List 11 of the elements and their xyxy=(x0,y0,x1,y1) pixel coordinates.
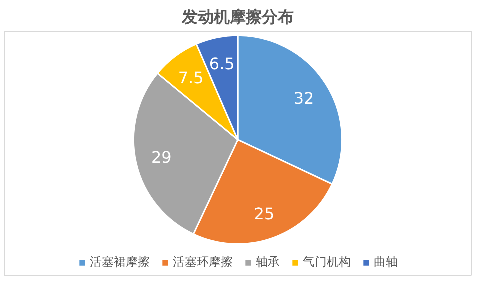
legend-label: 气门机构 xyxy=(303,254,351,271)
data-label: 25 xyxy=(254,204,275,224)
data-label: 6.5 xyxy=(209,54,235,74)
data-label: 7.5 xyxy=(178,68,204,88)
legend-label: 活塞裙摩擦 xyxy=(90,254,150,271)
legend-label: 曲轴 xyxy=(374,254,398,271)
legend-label: 活塞环摩擦 xyxy=(173,254,233,271)
legend-label: 轴承 xyxy=(256,254,280,271)
chart-title: 发动机摩擦分布 xyxy=(181,8,294,26)
data-label: 29 xyxy=(152,148,172,168)
data-label: 32 xyxy=(294,89,314,108)
